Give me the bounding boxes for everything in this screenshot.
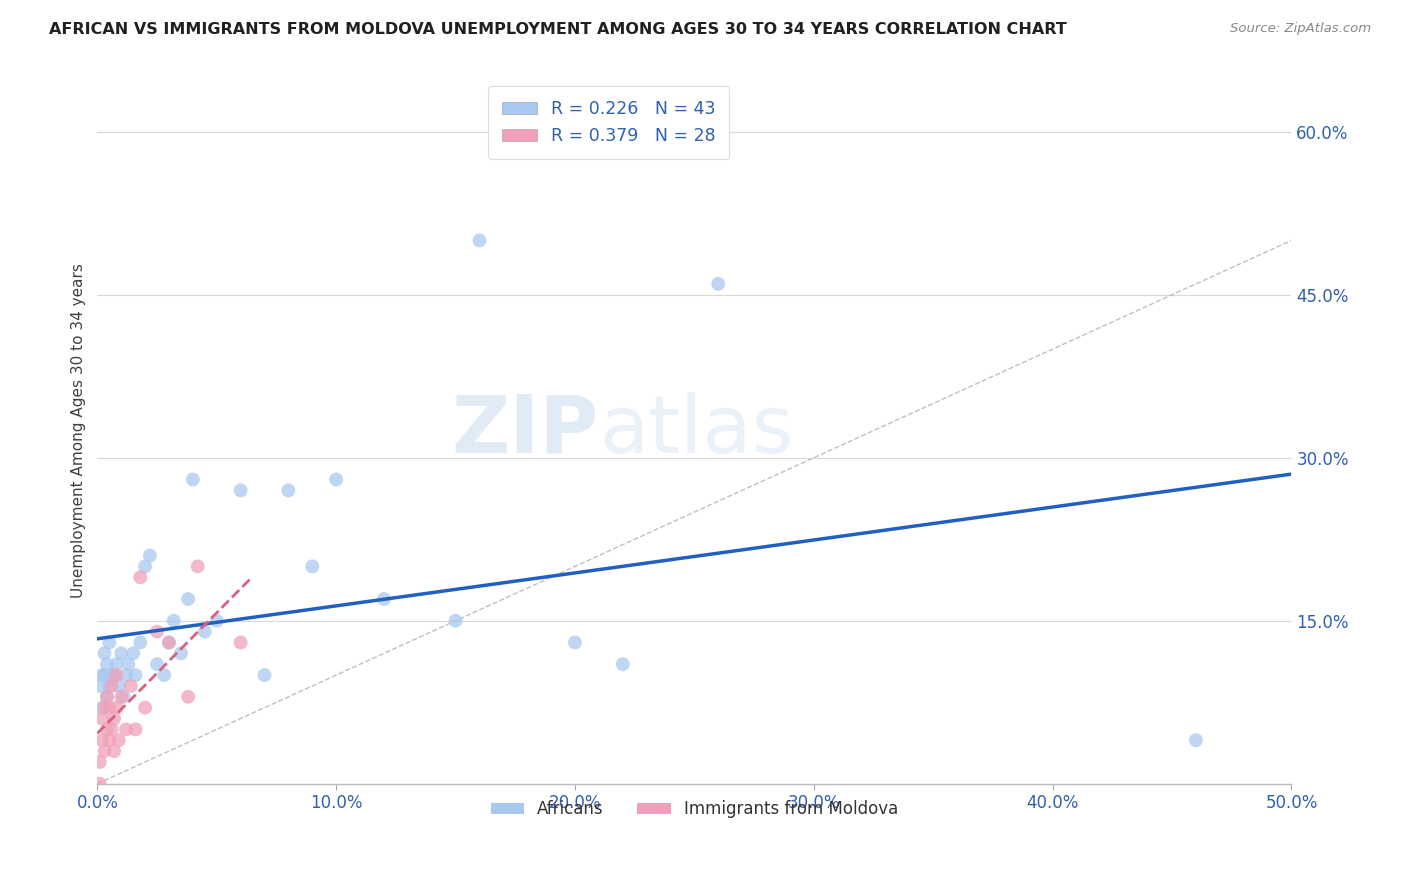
Point — [177, 592, 200, 607]
Point — [98, 700, 121, 714]
Point — [301, 559, 323, 574]
Point — [110, 690, 132, 704]
Point — [93, 668, 115, 682]
Point — [205, 614, 228, 628]
Point — [129, 570, 152, 584]
Point — [100, 679, 122, 693]
Text: AFRICAN VS IMMIGRANTS FROM MOLDOVA UNEMPLOYMENT AMONG AGES 30 TO 34 YEARS CORREL: AFRICAN VS IMMIGRANTS FROM MOLDOVA UNEMP… — [49, 22, 1067, 37]
Text: atlas: atlas — [599, 392, 793, 469]
Point — [96, 690, 118, 704]
Point — [612, 657, 634, 672]
Point — [89, 679, 111, 693]
Point — [93, 744, 115, 758]
Point — [98, 635, 121, 649]
Point — [146, 657, 169, 672]
Point — [194, 624, 217, 639]
Point — [139, 549, 162, 563]
Point — [91, 668, 114, 682]
Point — [373, 592, 395, 607]
Point — [707, 277, 730, 291]
Point — [91, 700, 114, 714]
Point — [181, 473, 204, 487]
Point — [1185, 733, 1208, 747]
Point — [564, 635, 586, 649]
Point — [98, 733, 121, 747]
Point — [134, 559, 156, 574]
Point — [253, 668, 276, 682]
Point — [105, 668, 128, 682]
Point — [163, 614, 186, 628]
Point — [157, 635, 180, 649]
Point — [129, 635, 152, 649]
Point — [103, 744, 125, 758]
Point — [170, 646, 193, 660]
Y-axis label: Unemployment Among Ages 30 to 34 years: Unemployment Among Ages 30 to 34 years — [72, 263, 86, 598]
Point — [444, 614, 467, 628]
Point — [229, 635, 252, 649]
Point — [105, 657, 128, 672]
Point — [96, 657, 118, 672]
Point — [100, 668, 122, 682]
Point — [117, 657, 139, 672]
Point — [96, 723, 118, 737]
Text: ZIP: ZIP — [451, 392, 599, 469]
Point — [108, 679, 131, 693]
Point — [96, 690, 118, 704]
Point — [134, 700, 156, 714]
Point — [110, 646, 132, 660]
Point — [105, 700, 128, 714]
Point — [91, 733, 114, 747]
Point — [103, 712, 125, 726]
Point — [153, 668, 176, 682]
Point — [468, 234, 491, 248]
Point — [124, 668, 146, 682]
Point — [277, 483, 299, 498]
Point — [112, 690, 135, 704]
Point — [89, 777, 111, 791]
Point — [108, 733, 131, 747]
Point — [93, 700, 115, 714]
Point — [177, 690, 200, 704]
Point — [229, 483, 252, 498]
Point — [100, 723, 122, 737]
Point — [89, 755, 111, 769]
Point — [187, 559, 209, 574]
Point — [91, 712, 114, 726]
Legend: Africans, Immigrants from Moldova: Africans, Immigrants from Moldova — [484, 794, 905, 825]
Point — [115, 668, 138, 682]
Point — [120, 679, 142, 693]
Point — [157, 635, 180, 649]
Text: Source: ZipAtlas.com: Source: ZipAtlas.com — [1230, 22, 1371, 36]
Point — [122, 646, 145, 660]
Point — [325, 473, 347, 487]
Point — [146, 624, 169, 639]
Point — [115, 723, 138, 737]
Point — [98, 679, 121, 693]
Point — [103, 668, 125, 682]
Point — [93, 646, 115, 660]
Point — [124, 723, 146, 737]
